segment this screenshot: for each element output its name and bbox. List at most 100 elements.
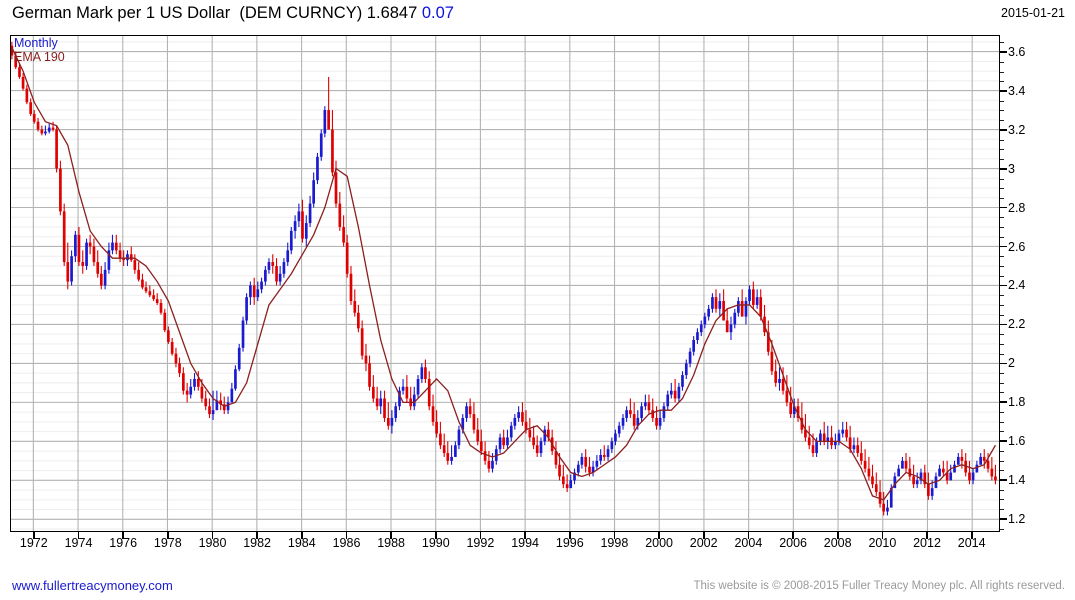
y-axis-tick (1000, 129, 1007, 131)
x-axis-label: 1992 (466, 536, 495, 550)
x-axis-tick (167, 532, 169, 539)
y-axis-minor-tick (1000, 314, 1004, 316)
x-axis-tick (345, 532, 348, 539)
y-axis-minor-tick (1000, 470, 1004, 472)
y-axis-minor-tick (1000, 120, 1004, 122)
y-axis-minor-tick (1000, 139, 1004, 141)
y-axis-minor-tick (1000, 266, 1004, 267)
site-url[interactable]: www.fullertreacymoney.com (12, 578, 173, 593)
y-axis-minor-tick (1000, 304, 1004, 306)
y-axis-minor-tick (1000, 217, 1004, 219)
x-axis-label: 1998 (600, 536, 629, 550)
x-axis-label: 2008 (823, 536, 852, 550)
title-text: German Mark per 1 US Dollar (DEM CURNCY)… (12, 4, 422, 22)
legend-item-ema: EMA 190 (14, 50, 65, 64)
y-axis-minor-tick (1000, 275, 1004, 277)
y-axis-minor-tick (1000, 81, 1004, 83)
x-axis-tick (479, 532, 482, 539)
x-axis-tick (837, 532, 839, 539)
y-axis-tick (1000, 401, 1007, 403)
y-axis-tick (1000, 518, 1007, 520)
y-axis-minor-tick (1000, 373, 1004, 374)
y-axis-minor-tick (1000, 450, 1004, 452)
x-axis-label: 1974 (64, 536, 93, 550)
x-axis-tick (747, 532, 750, 539)
x-axis-tick (390, 532, 392, 539)
price-chart[interactable] (10, 35, 1000, 532)
y-axis-minor-tick (1000, 392, 1004, 394)
y-axis-minor-tick (1000, 42, 1004, 44)
x-axis-label: 2012 (913, 536, 941, 550)
y-axis-tick (1000, 90, 1007, 92)
y-axis-tick (1000, 323, 1007, 326)
y-axis-tick (1000, 168, 1007, 170)
x-axis-tick (971, 532, 973, 539)
y-axis-minor-tick (1000, 149, 1004, 151)
x-axis-tick (33, 532, 35, 539)
y-axis-minor-tick (1000, 197, 1004, 199)
y-axis-minor-tick (1000, 61, 1004, 63)
y-axis-minor-tick (1000, 236, 1004, 238)
x-axis-label: 1988 (377, 536, 405, 550)
y-axis-label: 3.2 (1008, 122, 1026, 137)
y-axis-minor-tick (1000, 509, 1004, 511)
y-axis-label: 1.8 (1008, 395, 1026, 410)
x-axis-tick (435, 532, 437, 539)
y-axis-minor-tick (1000, 188, 1004, 190)
y-axis-minor-tick (1000, 100, 1004, 102)
y-axis-label: 2 (1008, 356, 1015, 371)
y-axis-minor-tick (1000, 411, 1004, 413)
x-axis-label: 1978 (153, 536, 182, 550)
quote-change: 0.07 (421, 4, 454, 22)
y-axis-label: 1.4 (1008, 472, 1026, 487)
y-axis-minor-tick (1000, 159, 1004, 160)
chart-plot-area (11, 41, 997, 516)
x-axis-tick (301, 532, 303, 539)
chart-gridlines (11, 36, 999, 531)
x-axis-label: 1976 (109, 536, 138, 550)
y-axis-minor-tick (1000, 256, 1004, 258)
x-axis-tick (211, 532, 214, 539)
y-axis-tick (1000, 206, 1007, 209)
y-axis-minor-tick (1000, 353, 1004, 355)
legend-item-monthly: Monthly (14, 36, 58, 50)
y-axis-label: 3.6 (1008, 45, 1026, 60)
x-axis-label: 1982 (243, 536, 271, 550)
y-axis-minor-tick (1000, 382, 1004, 384)
y-axis-label: 1.2 (1008, 511, 1026, 526)
y-axis-minor-tick (1000, 489, 1004, 491)
y-axis-minor-tick (1000, 460, 1004, 462)
page-title: German Mark per 1 US Dollar (DEM CURNCY)… (12, 4, 454, 23)
y-axis-label: 1.6 (1008, 434, 1026, 448)
x-axis-label: 2000 (645, 536, 673, 550)
y-axis-minor-tick (1000, 528, 1004, 530)
x-axis-tick (881, 532, 884, 539)
y-axis-tick (1000, 362, 1007, 364)
y-axis-label: 2.8 (1008, 200, 1026, 215)
x-axis-label: 1986 (332, 536, 361, 550)
x-axis-label: 2002 (689, 536, 718, 550)
y-axis-minor-tick (1000, 71, 1004, 73)
y-axis-minor-tick (1000, 295, 1004, 297)
y-axis-minor-tick (1000, 110, 1004, 112)
x-axis-tick (792, 532, 794, 539)
x-axis-tick (658, 532, 660, 539)
y-axis-tick (1000, 284, 1007, 287)
x-axis-label: 1984 (287, 536, 316, 550)
y-axis-minor-tick (1000, 431, 1004, 433)
y-axis-minor-tick (1000, 343, 1004, 345)
x-axis-label: 2004 (734, 536, 763, 550)
x-axis-label: 1994 (511, 536, 539, 550)
y-axis-tick (1000, 440, 1007, 442)
y-axis-label: 2.4 (1008, 278, 1026, 293)
x-axis-tick (703, 532, 705, 539)
y-axis-minor-tick (1000, 178, 1004, 180)
chart-date: 2015-01-21 (1001, 6, 1065, 20)
x-axis-label: 1980 (198, 536, 227, 550)
x-axis-tick (256, 532, 258, 539)
x-axis-label: 1996 (555, 536, 584, 550)
x-axis-tick (569, 532, 571, 539)
x-axis-tick (524, 532, 526, 539)
x-axis-label: 2010 (868, 536, 897, 550)
x-axis-tick (77, 532, 80, 539)
